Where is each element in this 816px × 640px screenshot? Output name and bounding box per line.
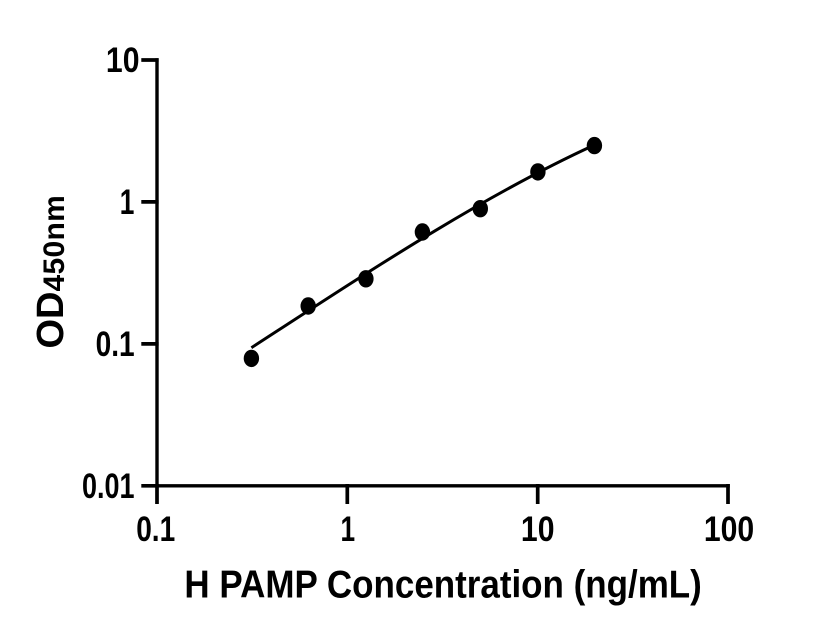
- svg-text:0.01: 0.01: [82, 466, 134, 505]
- svg-text:100: 100: [704, 509, 754, 549]
- svg-text:10: 10: [521, 509, 555, 549]
- svg-text:0.1: 0.1: [136, 509, 175, 549]
- svg-text:10: 10: [106, 40, 140, 80]
- svg-text:1: 1: [340, 509, 355, 549]
- svg-text:0.1: 0.1: [96, 324, 135, 364]
- svg-text:1: 1: [120, 182, 135, 222]
- svg-text:H PAMP Concentration (ng/mL): H PAMP Concentration (ng/mL): [184, 562, 701, 606]
